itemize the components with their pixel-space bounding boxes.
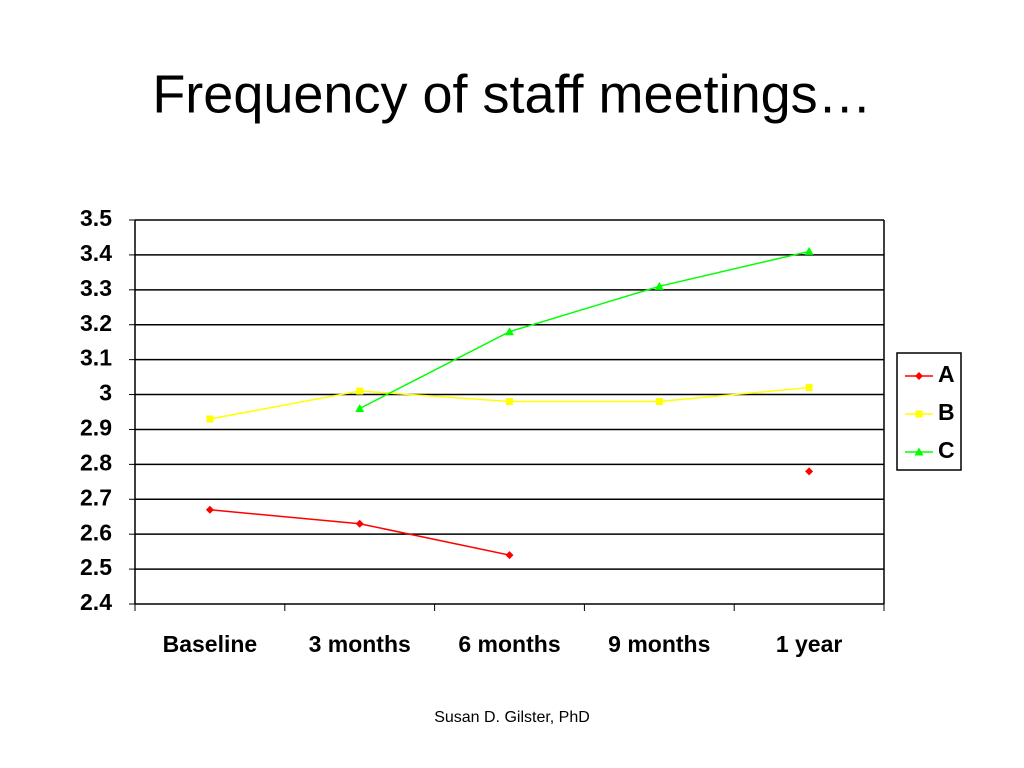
x-tick-label: 3 months <box>309 631 411 657</box>
marker <box>654 281 664 290</box>
y-tick-label: 3 <box>99 380 112 406</box>
marker <box>505 551 514 560</box>
marker <box>805 384 813 392</box>
x-tick-label: 6 months <box>458 631 560 657</box>
marker <box>914 447 924 456</box>
series-line <box>359 250 810 410</box>
x-tick-label: Baseline <box>163 631 258 657</box>
legend-label: B <box>938 399 955 425</box>
y-tick-label: 2.5 <box>80 554 112 580</box>
y-tick-label: 3.2 <box>80 310 112 336</box>
marker <box>655 398 663 406</box>
marker <box>915 372 923 380</box>
marker <box>505 327 514 336</box>
legend-label: A <box>938 361 955 387</box>
legend-box <box>896 352 962 471</box>
chart-title: Frequency of staff meetings… <box>152 64 871 124</box>
y-tick-label: 3.3 <box>80 275 112 301</box>
y-tick-label: 2.8 <box>80 449 112 475</box>
marker <box>355 404 365 413</box>
x-tick-label: 1 year <box>776 631 843 657</box>
x-tick-label: 9 months <box>608 631 710 657</box>
marker <box>805 467 814 476</box>
y-tick-label: 3.4 <box>80 240 112 266</box>
y-tick-label: 3.5 <box>80 205 112 231</box>
marker <box>206 415 214 423</box>
y-tick-label: 2.7 <box>80 484 112 510</box>
series-line <box>210 471 809 555</box>
footer: Susan D. Gilster, PhD <box>434 709 590 726</box>
y-tick-label: 2.6 <box>80 519 112 545</box>
marker <box>506 398 513 406</box>
y-tick-label: 2.4 <box>80 589 112 615</box>
marker <box>804 246 814 255</box>
marker <box>355 519 364 528</box>
marker <box>205 505 214 514</box>
marker <box>356 387 364 395</box>
y-tick-label: 3.1 <box>80 345 112 371</box>
marker <box>915 410 923 418</box>
legend-label: C <box>938 437 955 463</box>
y-tick-label: 2.9 <box>80 415 112 441</box>
